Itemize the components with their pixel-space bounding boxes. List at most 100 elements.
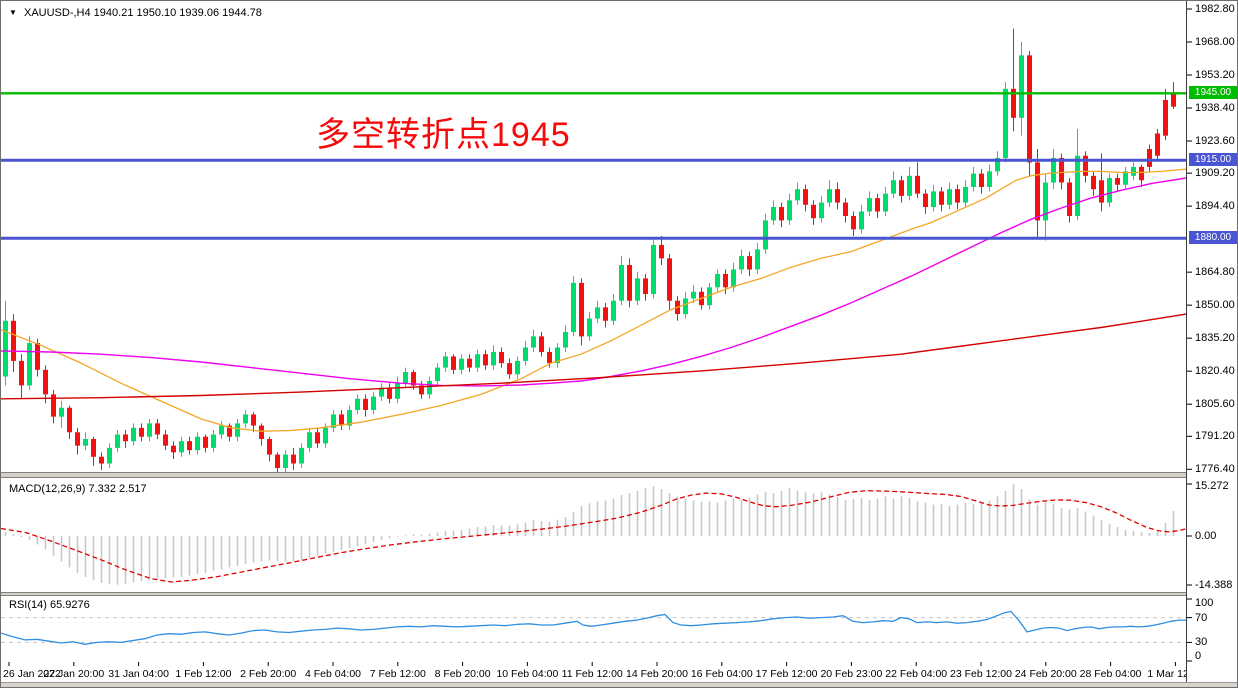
candle-body	[971, 173, 976, 187]
candle-body	[963, 186, 968, 203]
candle-body	[771, 207, 776, 221]
candle-body	[131, 427, 136, 442]
price-tick-label: 1805.60	[1195, 398, 1235, 411]
candle-body	[691, 291, 696, 299]
candle-body	[715, 273, 720, 288]
moving-averages-layer	[1, 168, 1187, 432]
symbol-period-label: XAUUSD-,H4	[23, 7, 91, 19]
macd-pane[interactable]	[1, 478, 1187, 592]
candle-body	[1147, 149, 1152, 167]
price-tick-label: 1850.00	[1195, 299, 1235, 312]
candle-body	[811, 204, 816, 219]
price-tick-label: 1776.40	[1195, 463, 1235, 476]
candle-body	[651, 244, 656, 295]
candle-body	[827, 189, 832, 203]
candle-body	[1139, 166, 1144, 181]
price-axis[interactable]: 1982.80 1968.00 1953.20 1938.40 1923.60 1909.…	[1187, 1, 1237, 682]
axis-divider	[1186, 1, 1187, 682]
candle-body	[795, 189, 800, 201]
rsi-pane[interactable]	[1, 596, 1187, 662]
candle-body	[1155, 133, 1160, 156]
time-tick-label: 22 Feb 04:00	[885, 668, 947, 680]
price-tick-label: 1938.40	[1195, 102, 1235, 115]
time-tick-label: 4 Feb 04:00	[305, 668, 361, 680]
candle-body	[203, 436, 208, 448]
candle-body	[843, 202, 848, 216]
candle-body	[1059, 157, 1064, 183]
horizontal-scrollbar[interactable]	[1, 682, 1237, 687]
candle-body	[187, 441, 192, 451]
candle-body	[747, 256, 752, 270]
candle-body	[27, 343, 32, 386]
candle-body	[475, 354, 480, 368]
candle-body	[555, 347, 560, 364]
rsi-axis-label: 70	[1195, 611, 1208, 624]
ohlc-values-label: 1940.21 1950.10 1939.06 1944.78	[93, 7, 262, 19]
candle-body	[939, 191, 944, 205]
rsi-axis-label: 0	[1195, 650, 1202, 662]
time-tick-label: 28 Feb 04:00	[1080, 668, 1142, 680]
candle-body	[779, 207, 784, 221]
candle-body	[371, 396, 376, 410]
candle-body	[579, 282, 584, 337]
macd-axis-label: 0.00	[1195, 530, 1217, 542]
candle-body	[539, 336, 544, 352]
candle-body	[411, 372, 416, 386]
candle-body	[459, 358, 464, 370]
candle-body	[491, 351, 496, 366]
time-tick-label: 8 Feb 20:00	[435, 668, 491, 680]
candle-body	[755, 249, 760, 270]
candle-body	[291, 454, 296, 464]
candle-body	[1051, 157, 1056, 183]
candle-body	[195, 436, 200, 451]
main-chart-pane[interactable]	[1, 1, 1187, 472]
horizontal-lines-layer	[1, 92, 1187, 240]
pane-separator[interactable]	[1, 472, 1237, 478]
candle-body	[19, 360, 24, 386]
candle-body	[283, 454, 288, 468]
candle-body	[115, 434, 120, 448]
rsi-axis-label: 100	[1195, 597, 1214, 609]
candle-body	[403, 372, 408, 384]
price-tick-label: 1923.60	[1195, 135, 1235, 148]
candle-body	[339, 414, 344, 426]
candle-body	[507, 363, 512, 375]
candle-body	[763, 220, 768, 250]
candle-body	[995, 157, 1000, 172]
candle-body	[547, 351, 552, 364]
macd-signal-line	[1, 490, 1187, 583]
time-tick-label: 17 Feb 12:00	[756, 668, 818, 680]
candle-body	[531, 336, 536, 348]
collapse-arrow-icon[interactable]: ▼	[9, 8, 17, 17]
candle-body	[627, 265, 632, 301]
candle-body	[571, 282, 576, 332]
time-tick-label: 10 Feb 04:00	[496, 668, 558, 680]
candle-body	[611, 300, 616, 321]
price-tick-label: 1968.00	[1195, 36, 1235, 48]
price-tick-label: 1835.20	[1195, 332, 1235, 345]
candle-body	[451, 356, 456, 370]
candle-body	[987, 171, 992, 187]
pane-separator[interactable]	[1, 592, 1237, 596]
time-tick-label: 20 Feb 23:00	[820, 668, 882, 680]
candle-body	[723, 273, 728, 288]
candle-body	[667, 258, 672, 301]
candle-body	[859, 211, 864, 230]
candle-body	[683, 298, 688, 315]
time-tick-label: 1 Feb 12:00	[175, 668, 231, 680]
candle-body	[163, 434, 168, 446]
axis-ticks	[1187, 8, 1192, 662]
candle-body	[979, 173, 984, 187]
price-tick-label: 1820.40	[1195, 365, 1235, 378]
candle-body	[1131, 166, 1136, 176]
time-tick-label: 26 Jan 2022	[3, 668, 61, 680]
candle-body	[947, 189, 952, 205]
candle-body	[323, 427, 328, 444]
candle-body	[1091, 175, 1096, 190]
candle-body	[1083, 155, 1088, 176]
candle-body	[851, 215, 856, 230]
time-tick-label: 27 Jan 20:00	[43, 668, 104, 680]
candle-body	[259, 425, 264, 439]
